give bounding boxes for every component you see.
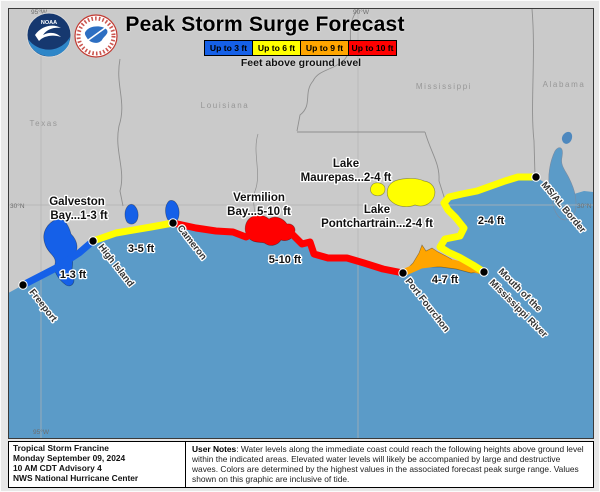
label-lake-maurepas-line2: Maurepas...2-4 ft	[301, 172, 392, 184]
point-freeport	[18, 280, 28, 290]
rivers-and-borders	[117, 9, 536, 224]
state-label-mississippi: Mississippi	[416, 82, 472, 91]
range-label-5-10ft: 5-10 ft	[269, 254, 302, 266]
surge-segment-2-4ft	[436, 173, 540, 276]
surge-segment-1-3ft	[19, 237, 97, 289]
legend-item-up-to-3ft: Up to 3 ft	[204, 40, 253, 56]
noaa-logo: NOAA	[26, 12, 72, 58]
legend-item-up-to-10ft: Up to 10 ft	[348, 40, 397, 56]
nws-logo-ring-text	[76, 16, 116, 56]
state-label-texas: Texas	[30, 119, 59, 128]
mobile-delta-water	[561, 131, 573, 144]
label-lake-maurepas-line1: Lake	[333, 158, 359, 170]
mississippi-river	[296, 9, 359, 132]
label-lake-pontchartrain-line2: Pontchartrain...2-4 ft	[321, 218, 433, 230]
legend-units-note: Feet above ground level	[240, 57, 362, 69]
storm-date: Monday September 09, 2024	[13, 452, 126, 463]
range-label-2-4ft: 2-4 ft	[478, 215, 505, 227]
user-notes-label: User Notes	[192, 444, 237, 454]
lake-maurepas-fill	[370, 182, 386, 197]
label-galveston-bay-line1: Galveston	[49, 196, 105, 208]
sabine-river-border	[117, 58, 124, 207]
grid-label-30n-right: 30°N	[577, 202, 592, 210]
range-label-4-7ft: 4-7 ft	[432, 274, 459, 286]
mobile-bay-water	[548, 147, 577, 221]
noaa-logo-gull	[35, 25, 61, 41]
nws-logo-front-line	[86, 27, 106, 42]
point-high-island	[88, 236, 98, 246]
storm-name: Tropical Storm Francine	[13, 443, 109, 453]
user-notes-panel: User Notes: Water levels along the immed…	[186, 441, 594, 488]
point-mouth-mississippi	[479, 267, 489, 277]
lat-lon-gridlines	[9, 9, 593, 438]
surge-map: Texas Louisiana Mississippi Alabama 95°W…	[9, 8, 593, 438]
legend-item-up-to-9ft: Up to 9 ft	[300, 40, 349, 56]
range-label-3-5ft: 3-5 ft	[128, 243, 155, 255]
label-vermilion-bay-line1: Vermilion	[233, 192, 285, 204]
atchafalaya-river	[253, 133, 259, 224]
lake-pontchartrain-fill	[386, 178, 436, 208]
storm-advisory: 10 AM CDT Advisory 4	[13, 462, 102, 473]
legend-item-up-to-6ft: Up to 6 ft	[252, 40, 301, 56]
map-area: Texas Louisiana Mississippi Alabama 95°W…	[8, 8, 594, 439]
grid-label-95w-top: 95°W	[31, 8, 48, 16]
label-vermilion-bay-line2: Bay...5-10 ft	[227, 206, 291, 218]
noaa-logo-text: NOAA	[41, 20, 57, 26]
point-ms-al-border	[531, 172, 541, 182]
grid-label-30n-left: 30°N	[10, 202, 25, 210]
range-label-1-3ft: 1-3 ft	[60, 269, 87, 281]
noaa-logo-wave	[28, 37, 70, 57]
label-lake-pontchartrain-line1: Lake	[364, 204, 390, 216]
storm-info-panel: Tropical Storm Francine Monday September…	[8, 441, 186, 488]
surge-segment-5-10ft	[169, 219, 407, 277]
point-port-fourchon	[398, 268, 408, 278]
state-label-alabama: Alabama	[543, 80, 586, 89]
surge-legend: Up to 3 ft Up to 6 ft Up to 9 ft Up to 1…	[204, 40, 397, 56]
vermilion-bay-fill	[244, 215, 296, 246]
surge-segment-3-5ft	[89, 219, 177, 245]
point-cameron	[168, 218, 178, 228]
galveston-bay-fill	[43, 218, 78, 287]
storm-agency: NWS National Hurricane Center	[13, 472, 139, 483]
nws-logo	[74, 14, 118, 58]
page-title: Peak Storm Surge Forecast	[125, 13, 405, 36]
label-galveston-bay-line2: Bay...1-3 ft	[50, 210, 107, 222]
pearl-river-border	[424, 131, 447, 204]
footer-panels: Tropical Storm Francine Monday September…	[8, 441, 594, 488]
sabine-lake-fill	[124, 204, 139, 225]
user-notes-text: : Water levels along the immediate coast…	[192, 444, 584, 485]
ms-al-border-line	[531, 9, 536, 177]
state-label-louisiana: Louisiana	[201, 101, 250, 110]
grid-label-90w-top: 90°W	[353, 8, 370, 16]
grid-label-95w-bottom: 95°W	[33, 428, 50, 436]
